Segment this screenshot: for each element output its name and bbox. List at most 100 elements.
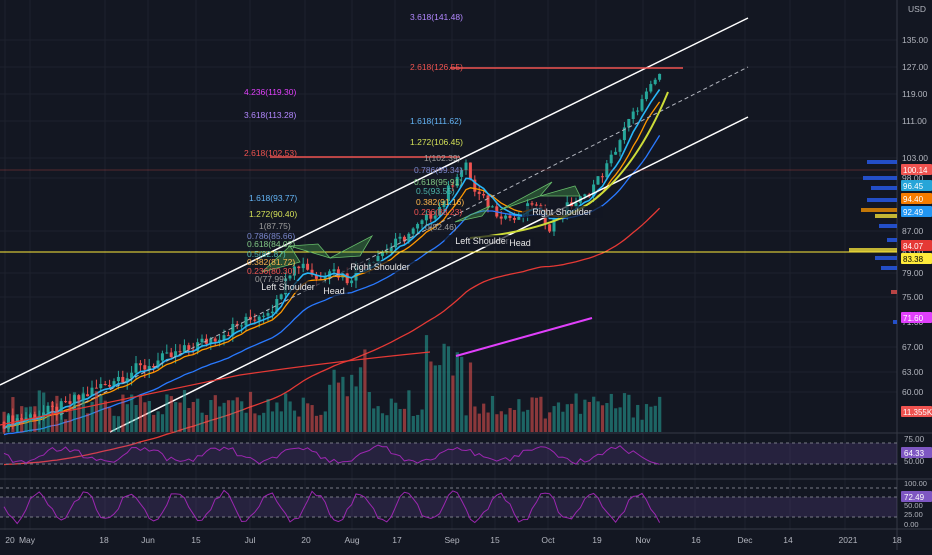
volume-bar (59, 403, 63, 432)
volume-bar (609, 393, 613, 432)
candle-body (240, 325, 244, 327)
fib-label: 4.236(119.30) (244, 87, 296, 97)
price-badge (901, 312, 932, 323)
candle-body (187, 345, 191, 350)
price-badge (901, 164, 932, 175)
candle-body (196, 342, 200, 351)
candle-body (380, 252, 384, 257)
candle-body (169, 352, 173, 357)
candle-body (407, 233, 411, 242)
price-tick-label: 103.00 (902, 153, 928, 163)
candle-body (394, 238, 398, 248)
volume-profile-bar (875, 214, 897, 218)
volume-bar (530, 397, 534, 432)
candle-body (262, 315, 266, 317)
pattern-triangle (329, 234, 374, 259)
candle-body (314, 274, 318, 279)
volume-bar (350, 374, 354, 432)
price-tick-label: 60.00 (902, 387, 924, 397)
volume-bar (297, 416, 301, 432)
volume-profile-bar (867, 160, 897, 164)
price-badge (901, 240, 932, 251)
time-tick-label: Sep (444, 535, 459, 545)
rsi-value-label: 64.33 (904, 449, 925, 458)
time-tick-label: 14 (783, 535, 793, 545)
rsi-tick-label: 50.00 (904, 457, 925, 466)
volume-bar (543, 418, 547, 432)
price-badge (901, 180, 932, 191)
volume-bar (504, 414, 508, 432)
candle-body (658, 73, 662, 80)
candle-body (160, 353, 164, 361)
volume-bar (68, 406, 72, 432)
candle-body (534, 204, 538, 206)
volume-bar (499, 411, 503, 432)
ema-long-line (3, 207, 661, 466)
candle-body (416, 224, 420, 229)
volume-bar (552, 406, 556, 432)
candle-body (125, 378, 129, 383)
candle-body (297, 266, 301, 269)
volume-bar (187, 408, 191, 432)
fib-label: 0.618(84.02) (247, 239, 295, 249)
candle-body (147, 366, 151, 370)
candle-body (649, 84, 653, 92)
volume-bar (112, 415, 116, 432)
fib-label: 0(77.99) (255, 274, 287, 284)
volume-ma-line (0, 351, 431, 426)
price-tick-label: 98.00 (902, 173, 924, 183)
time-tick-label: Jul (245, 535, 256, 545)
annotation-bg (320, 285, 348, 297)
volume-bar (622, 393, 627, 432)
fib-label: 2.618(102.53) (244, 148, 297, 158)
candle-body (530, 203, 534, 205)
volume-bar (46, 410, 50, 432)
fib-label: 2.618(126.55) (410, 62, 463, 72)
price-tick-label: 83.00 (902, 247, 924, 257)
fib-label: 0(82.46) (425, 222, 457, 232)
volume-bar (169, 396, 173, 432)
time-tick-label: Nov (635, 535, 651, 545)
volume-bar (77, 396, 81, 432)
stoch-tick-label: 50.00 (904, 501, 923, 510)
volume-bar (372, 408, 376, 432)
candle-body (68, 401, 72, 404)
rsi-line (3, 444, 660, 465)
price-badge-label: 11.355K (903, 408, 932, 417)
time-tick-label: 20 (301, 535, 311, 545)
candle-body (473, 179, 477, 192)
candle-body (178, 351, 182, 353)
volume-bar (20, 406, 24, 432)
volume-bar (257, 415, 261, 432)
candle-body (156, 360, 160, 368)
candle-body (455, 176, 459, 187)
volume-bar (81, 392, 85, 432)
volume-bar (433, 365, 437, 432)
volume-bar (446, 346, 451, 432)
volume-bar (231, 400, 235, 432)
volume-bar (407, 390, 411, 432)
candle-body (490, 206, 494, 208)
time-tick-label: Aug (344, 535, 359, 545)
candle-body (398, 236, 402, 239)
volume-bar (486, 412, 490, 432)
stoch-value-badge (901, 491, 932, 502)
candle-body (94, 387, 98, 389)
candle-body (446, 185, 450, 201)
candle-body (477, 191, 481, 195)
volume-trend-line (455, 317, 593, 357)
volume-bar (341, 376, 345, 432)
volume-bar (213, 395, 217, 432)
volume-bar (460, 356, 464, 432)
volume-bar (108, 407, 112, 432)
annotation-bg (506, 237, 534, 249)
volume-profile-bar (871, 186, 897, 190)
candle-body (64, 401, 68, 403)
time-tick-label: 19 (592, 535, 602, 545)
volume-bar (539, 396, 543, 432)
annotation-bg (521, 206, 603, 218)
fib-label: 0.236(80.30) (247, 266, 295, 276)
candle-body (226, 335, 230, 337)
